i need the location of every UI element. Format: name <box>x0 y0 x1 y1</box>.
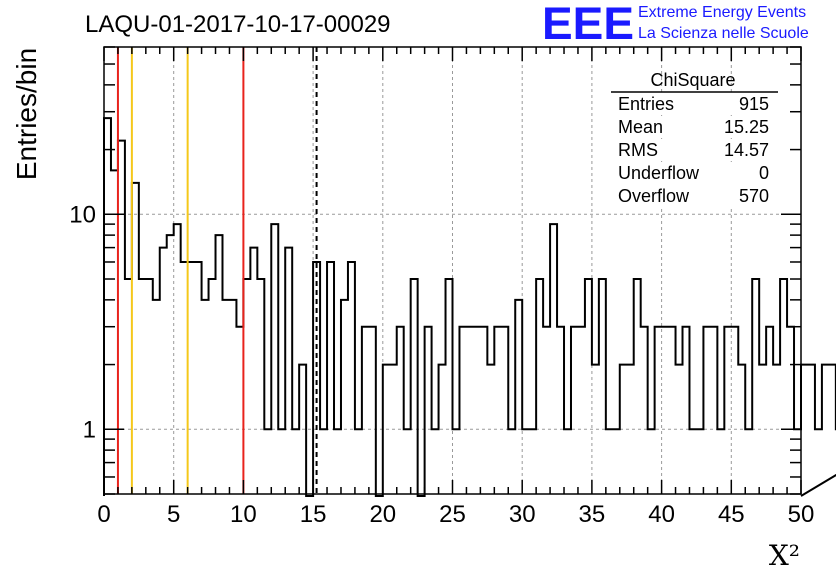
x-axis-label: X² <box>769 539 800 572</box>
x-tick-label: 40 <box>648 501 675 528</box>
logo-caption: Extreme Energy Events La Scienza nelle S… <box>638 2 809 44</box>
eee-logo-letters: EEE <box>542 2 634 42</box>
x-tick-label: 50 <box>788 501 815 528</box>
stats-title: ChiSquare <box>650 70 735 90</box>
x-tick-label: 35 <box>579 501 606 528</box>
stats-value: 0 <box>759 163 769 183</box>
x-tick-label: 10 <box>230 501 257 528</box>
stats-box: ChiSquare Entries 915 Mean 15.25 RMS 14.57 Und… <box>611 70 778 207</box>
chart-title: LAQU-01-2017-10-17-00029 <box>85 11 391 38</box>
y-axis-ticks: 1 10 <box>69 46 801 495</box>
y-axis-label: Entries/bin <box>11 48 42 180</box>
stats-row-bg <box>613 93 773 115</box>
y-tick-label: 1 <box>83 416 96 443</box>
stats-row-bg <box>613 185 773 207</box>
stats-row-bg <box>613 162 773 184</box>
histogram-outline <box>103 117 836 497</box>
stats-label: RMS <box>618 140 658 160</box>
stats-value: 915 <box>739 94 769 114</box>
x-tick-label: 0 <box>97 501 110 528</box>
histogram-bars <box>103 117 836 497</box>
stats-row-bg <box>613 116 773 138</box>
y-tick-label: 10 <box>69 201 96 228</box>
x-tick-label: 25 <box>439 501 466 528</box>
stats-label: Underflow <box>618 163 700 183</box>
stats-label: Overflow <box>618 186 690 206</box>
stats-label: Entries <box>618 94 674 114</box>
x-axis-ticks: 0 5 10 15 20 25 30 35 40 45 50 <box>97 47 814 528</box>
stats-label: Mean <box>618 117 663 137</box>
stats-row-bg <box>613 139 773 161</box>
logo-line-2: La Scienza nelle Scuole <box>638 25 809 42</box>
x-tick-label: 15 <box>300 501 327 528</box>
stats-rows: Entries 915 Mean 15.25 RMS 14.57 Underflow 0 Ove… <box>613 93 773 207</box>
x-tick-label: 45 <box>718 501 745 528</box>
x-tick-label: 30 <box>509 501 536 528</box>
stats-value: 14.57 <box>724 140 769 160</box>
x-tick-label: 20 <box>369 501 396 528</box>
stats-value: 570 <box>739 186 769 206</box>
cut-lines <box>116 47 318 494</box>
eee-logo-mark: EEE <box>542 2 634 42</box>
stats-value: 15.25 <box>724 117 769 137</box>
x-tick-label: 5 <box>167 501 180 528</box>
logo-line-1: Extreme Energy Events <box>638 4 807 21</box>
